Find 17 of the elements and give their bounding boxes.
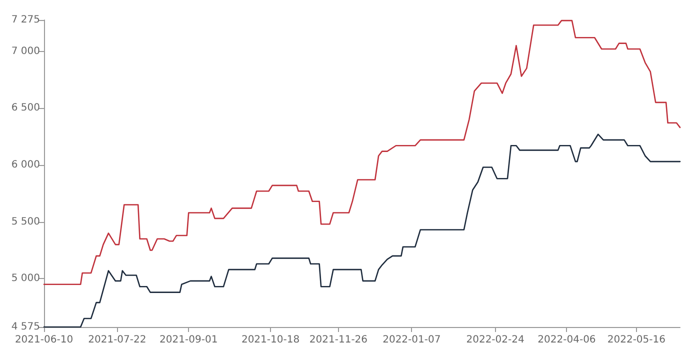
y-tick-label: 5 000	[11, 273, 40, 284]
x-tick-label: 2022-01-07	[382, 334, 441, 346]
x-tick-label: 2021-07-22	[88, 334, 146, 346]
y-tick-label: 6 500	[11, 102, 40, 114]
x-tick-label: 2021-09-01	[160, 334, 218, 346]
line-series	[43, 20, 681, 286]
y-tick-label: 7 275	[11, 14, 40, 26]
x-tick-label: 2021-06-10	[14, 334, 74, 346]
y-tick-label: 5 500	[11, 216, 40, 228]
x-tick-label: 2021-11-26	[309, 334, 368, 346]
y-tick-label: 7 000	[11, 46, 40, 57]
y-tick-label: 4 575	[11, 322, 40, 332]
x-tick-label: 2022-02-24	[466, 334, 524, 346]
x-tick-label: 2022-04-06	[538, 334, 596, 346]
y-tick-label: 6 000	[11, 159, 40, 170]
x-tick-label: 2022-05-16	[607, 334, 666, 346]
x-tick-label: 2021-10-18	[241, 334, 300, 346]
